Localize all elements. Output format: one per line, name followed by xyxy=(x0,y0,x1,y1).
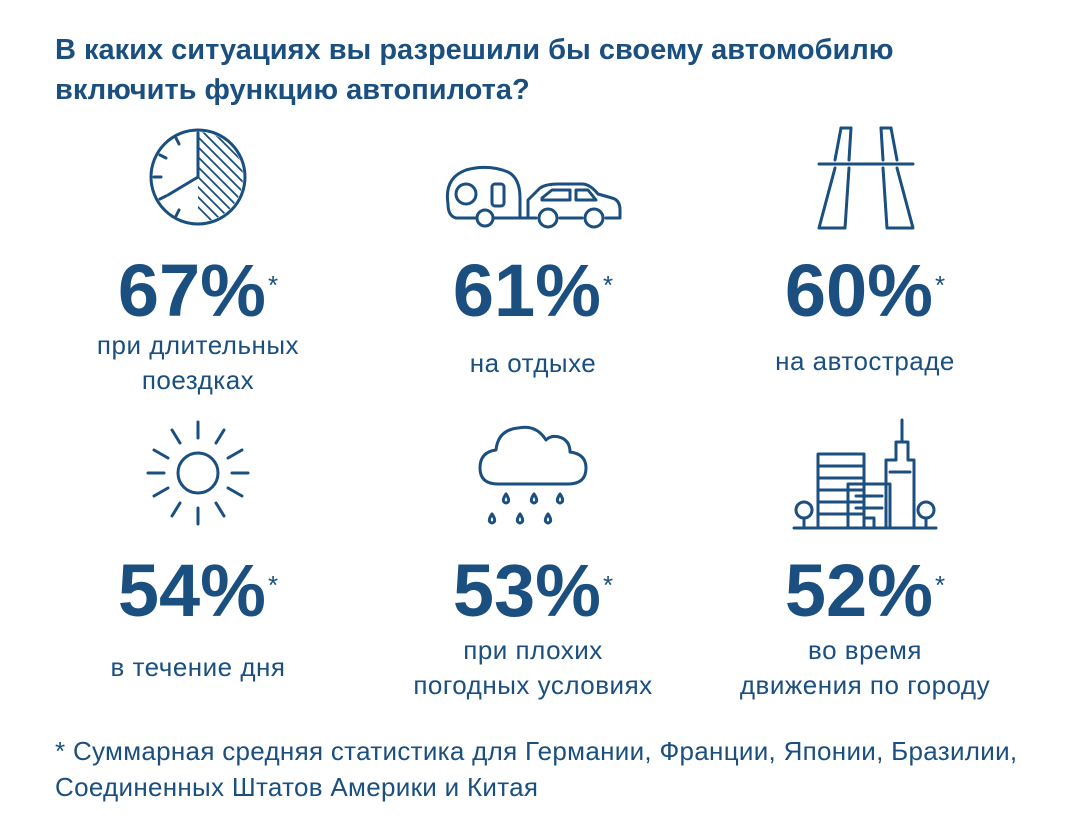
stat-label: во время движения по городу xyxy=(739,635,991,700)
stat-value: 53%* xyxy=(452,549,614,632)
sun-icon xyxy=(146,420,250,526)
stat-label: при плохих погодных условиях xyxy=(413,635,653,700)
stat-vacation: 61%* на отдыхе xyxy=(368,120,698,400)
stat-label: на автостраде xyxy=(775,346,955,376)
stat-bad-weather: 53%* при плохих погодных условиях xyxy=(368,416,698,700)
highway-icon xyxy=(817,126,915,230)
page-title: В каких ситуациях вы разрешили бы своему… xyxy=(55,34,894,106)
stat-value: 60%* xyxy=(784,249,946,332)
rain-cloud-icon xyxy=(478,425,588,525)
stat-daytime: 54%* в течение дня xyxy=(33,416,363,696)
city-icon xyxy=(792,418,938,530)
stat-value: 54%* xyxy=(117,549,279,632)
stat-value: 61%* xyxy=(452,249,614,332)
stat-value: 52%* xyxy=(784,549,946,632)
trailer-car-icon xyxy=(445,165,622,229)
clock-icon xyxy=(149,128,247,226)
stat-label: при длительных поездках xyxy=(96,330,300,395)
stat-label: в течение дня xyxy=(110,652,286,682)
stat-value: 67%* xyxy=(117,249,279,332)
stat-long-trips: 67%* при длительных поездках xyxy=(33,120,363,400)
stat-city-driving: 52%* во время движения по городу xyxy=(700,416,1030,700)
footnote: * Суммарная средняя статистика для Герма… xyxy=(55,736,1018,802)
stat-highway: 60%* на автостраде xyxy=(700,120,1030,400)
stat-label: на отдыхе xyxy=(469,348,597,378)
